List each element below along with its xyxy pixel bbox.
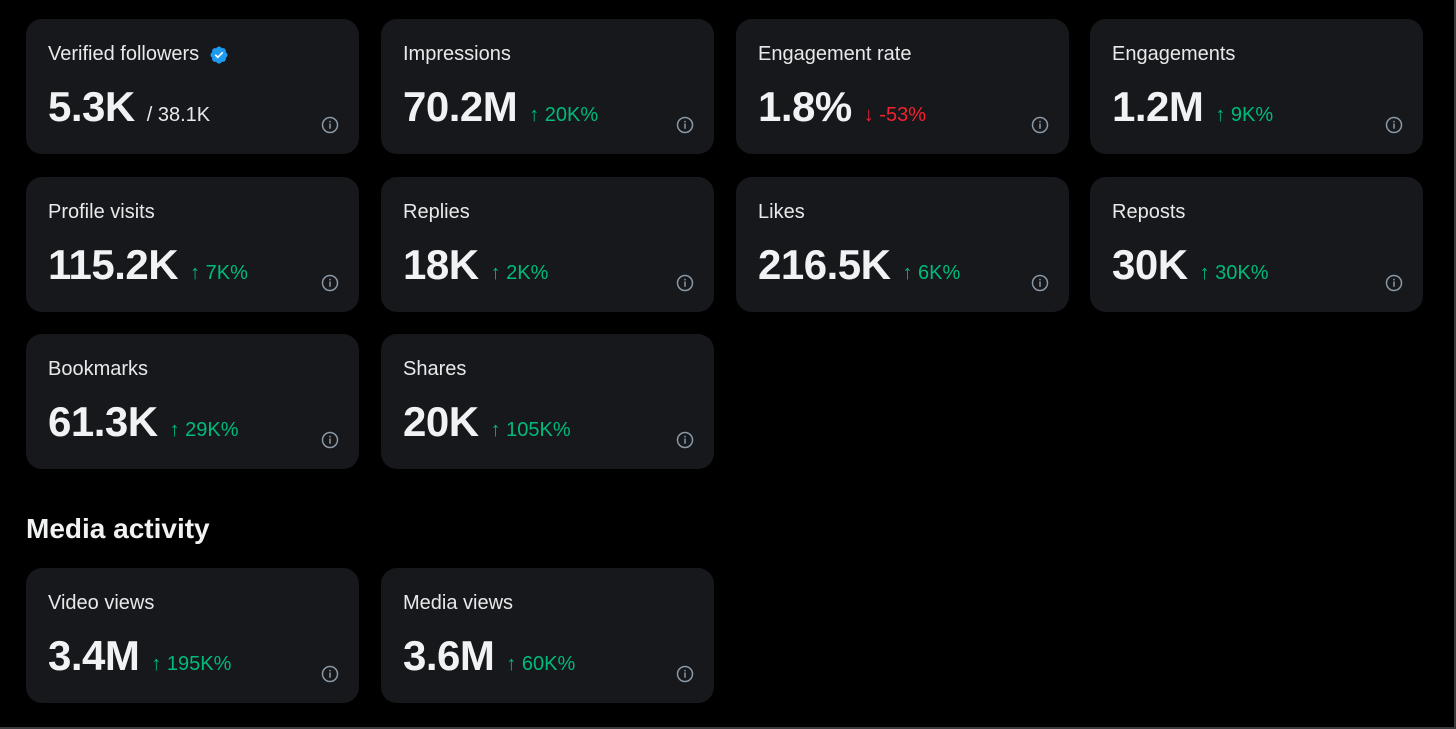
metric-value: 61.3K bbox=[48, 398, 158, 445]
info-icon[interactable] bbox=[676, 274, 694, 292]
metric-card-replies: Replies 18K ↑ 2K% bbox=[381, 177, 714, 312]
metric-label: Bookmarks bbox=[48, 358, 149, 380]
info-icon[interactable] bbox=[1385, 116, 1403, 134]
metric-label: Likes bbox=[758, 201, 805, 223]
metric-label: Profile visits bbox=[48, 201, 155, 223]
metric-label: Reposts bbox=[1112, 201, 1186, 223]
metric-change: ↑ 6K% bbox=[902, 262, 961, 284]
metric-card-engagements: Engagements 1.2M ↑ 9K% bbox=[1090, 19, 1423, 154]
metric-label: Engagements bbox=[1112, 43, 1236, 65]
metric-card-likes: Likes 216.5K ↑ 6K% bbox=[736, 177, 1069, 312]
metric-change: ↑ 2K% bbox=[490, 262, 549, 284]
metric-change: ↑ 30K% bbox=[1199, 262, 1269, 284]
metric-label: Media views bbox=[403, 592, 514, 614]
metric-label: Verified followers bbox=[48, 43, 200, 65]
metric-total: / 38.1K bbox=[146, 104, 211, 126]
metric-value: 115.2K bbox=[48, 241, 179, 288]
metric-change: ↓ -53% bbox=[863, 104, 926, 126]
metric-value: 1.2M bbox=[1112, 83, 1204, 130]
info-icon[interactable] bbox=[321, 116, 339, 134]
metric-value: 3.6M bbox=[403, 632, 495, 679]
metric-value: 1.8% bbox=[758, 83, 852, 130]
metric-card-engagement-rate: Engagement rate 1.8% ↓ -53% bbox=[736, 19, 1069, 154]
metric-change: ↑ 105K% bbox=[490, 419, 571, 441]
metric-card-video-views: Video views 3.4M ↑ 195K% bbox=[26, 568, 359, 703]
metric-label: Shares bbox=[403, 358, 467, 380]
info-icon[interactable] bbox=[321, 274, 339, 292]
metric-value: 70.2M bbox=[403, 83, 518, 130]
metric-value: 3.4M bbox=[48, 632, 140, 679]
metric-label: Replies bbox=[403, 201, 470, 223]
info-icon[interactable] bbox=[321, 431, 339, 449]
info-icon[interactable] bbox=[1031, 274, 1049, 292]
section-title-media-activity: Media activity bbox=[26, 513, 210, 544]
info-icon[interactable] bbox=[676, 665, 694, 683]
metric-change: ↑ 20K% bbox=[529, 104, 599, 126]
info-icon[interactable] bbox=[676, 116, 694, 134]
metric-change: ↑ 29K% bbox=[169, 419, 239, 441]
info-icon[interactable] bbox=[1031, 116, 1049, 134]
metric-value: 5.3K bbox=[48, 83, 135, 130]
metric-change: ↑ 60K% bbox=[506, 653, 576, 675]
metric-value: 30K bbox=[1112, 241, 1188, 288]
metric-card-verified-followers: Verified followers 5.3K / 38.1K bbox=[26, 19, 359, 154]
metric-card-profile-visits: Profile visits 115.2K ↑ 7K% bbox=[26, 177, 359, 312]
info-icon[interactable] bbox=[1385, 274, 1403, 292]
metric-card-media-views: Media views 3.6M ↑ 60K% bbox=[381, 568, 714, 703]
metric-change: ↑ 195K% bbox=[151, 653, 232, 675]
metric-value: 20K bbox=[403, 398, 479, 445]
info-icon[interactable] bbox=[676, 431, 694, 449]
metric-value: 18K bbox=[403, 241, 479, 288]
info-icon[interactable] bbox=[321, 665, 339, 683]
metric-change: ↑ 9K% bbox=[1215, 104, 1274, 126]
metric-value: 216.5K bbox=[758, 241, 891, 288]
metric-change: ↑ 7K% bbox=[190, 262, 248, 284]
metric-card-shares: Shares 20K ↑ 105K% bbox=[381, 334, 714, 469]
metric-card-bookmarks: Bookmarks 61.3K ↑ 29K% bbox=[26, 334, 359, 469]
verified-badge-icon bbox=[210, 45, 228, 64]
metric-label: Impressions bbox=[403, 43, 511, 65]
metric-label: Video views bbox=[48, 592, 155, 614]
metric-card-impressions: Impressions 70.2M ↑ 20K% bbox=[381, 19, 714, 154]
metric-label: Engagement rate bbox=[758, 43, 912, 65]
metric-card-reposts: Reposts 30K ↑ 30K% bbox=[1090, 177, 1423, 312]
